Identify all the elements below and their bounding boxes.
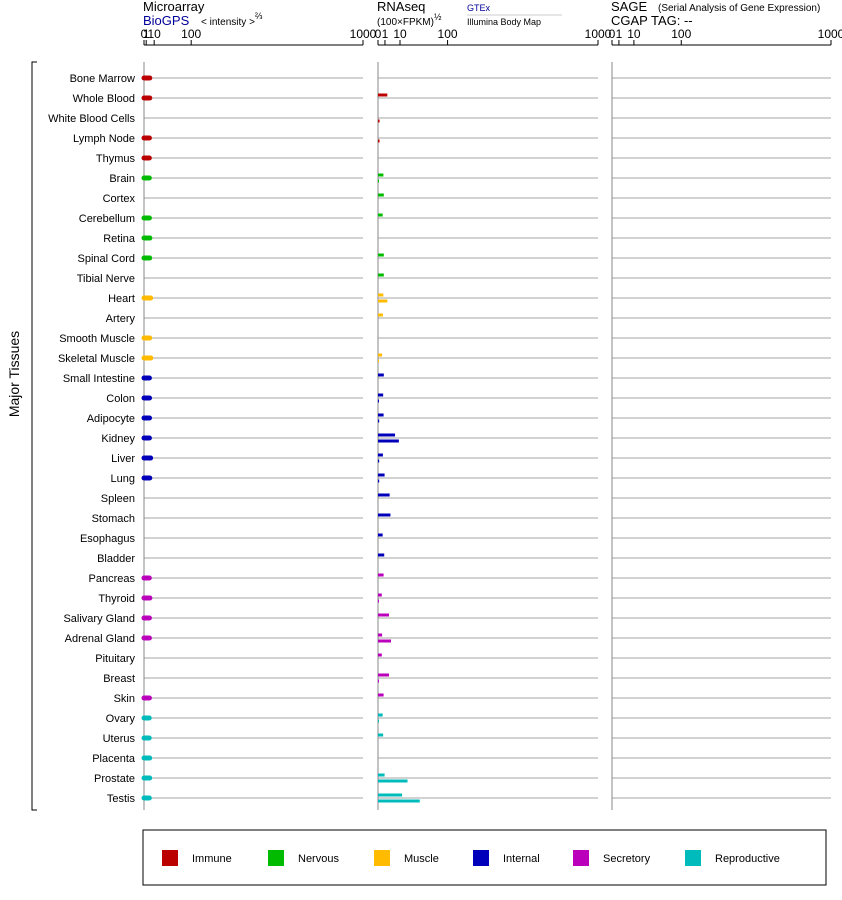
axis-tick-label: 1000: [585, 27, 612, 41]
sage-header: SAGE: [611, 0, 647, 14]
axis-tick-label: 100: [671, 27, 691, 41]
axis-tick-label: 1: [382, 27, 389, 41]
tissue-label: Spleen: [101, 493, 135, 505]
tissue-label: Small Intestine: [63, 373, 135, 385]
rnaseq-exponent: ½: [434, 12, 442, 22]
legend-label: Reproductive: [715, 853, 780, 865]
legend-swatch: [162, 850, 178, 866]
legend-swatch: [473, 850, 489, 866]
cgap-tag-label: CGAP TAG: --: [611, 13, 693, 28]
side-bracket: [31, 61, 37, 811]
axis-tick-label: 100: [438, 27, 458, 41]
tissue-label: Heart: [108, 293, 135, 305]
axis-tick-label: 0: [609, 27, 616, 41]
tissue-label: Cortex: [103, 193, 136, 205]
tissue-label: White Blood Cells: [48, 113, 135, 125]
axis-tick-label: 1: [143, 27, 150, 41]
illumina-label: Illumina Body Map: [467, 17, 541, 27]
tissue-label: Skeletal Muscle: [58, 353, 135, 365]
legend-label: Internal: [503, 853, 540, 865]
legend-swatch: [573, 850, 589, 866]
rnaseq-unit-label: (100×FPKM)½: [377, 12, 442, 28]
major-tissues-label: Major Tissues: [6, 331, 22, 417]
tissue-label: Uterus: [103, 733, 136, 745]
tissue-label: Whole Blood: [73, 93, 135, 105]
tissue-label: Kidney: [101, 433, 135, 445]
tissue-label: Ovary: [106, 713, 136, 725]
gtex-link[interactable]: GTEx: [467, 3, 491, 13]
axis-tick-label: 1: [616, 27, 623, 41]
tissue-label: Retina: [103, 233, 136, 245]
tissue-label: Liver: [111, 453, 135, 465]
rnaseq-unit: (100×FPKM): [377, 17, 434, 28]
axis-tick-label: 10: [627, 27, 641, 41]
tissue-label: Artery: [106, 313, 136, 325]
axis-tick-label: 0: [141, 27, 148, 41]
tissue-label: Esophagus: [80, 533, 136, 545]
microarray-header: Microarray: [143, 0, 205, 14]
legend-label: Immune: [192, 853, 232, 865]
legend-label: Nervous: [298, 853, 339, 865]
axis-tick-label: 0: [375, 27, 382, 41]
biogps-link[interactable]: BioGPS: [143, 13, 190, 28]
intensity-label: < intensity >⅔: [201, 11, 263, 28]
tissue-label: Spinal Cord: [78, 253, 135, 265]
tissue-label: Prostate: [94, 773, 135, 785]
tissue-label: Salivary Gland: [63, 613, 135, 625]
tissue-label: Smooth Muscle: [59, 333, 135, 345]
legend-swatch: [268, 850, 284, 866]
tissue-label: Colon: [106, 393, 135, 405]
tissue-label: Stomach: [92, 513, 135, 525]
rnaseq-header: RNAseq: [377, 0, 425, 14]
axis-tick-label: 1000: [350, 27, 377, 41]
tissue-label: Pituitary: [95, 653, 135, 665]
tissue-label: Bone Marrow: [70, 73, 135, 85]
tissue-label: Thyroid: [98, 593, 135, 605]
tissue-label: Tibial Nerve: [77, 273, 135, 285]
intensity-text: < intensity >: [201, 17, 255, 28]
legend-label: Secretory: [603, 853, 651, 865]
axis-tick-label: 100: [181, 27, 201, 41]
axis-tick-label: 1000: [818, 27, 842, 41]
tissue-label: Bladder: [97, 553, 135, 565]
rows-group: Bone Marrow Whole Blood White Blood Cells L…: [48, 73, 831, 805]
tissue-label: Thymus: [96, 153, 136, 165]
tissue-label: Pancreas: [89, 573, 136, 585]
sage-description: (Serial Analysis of Gene Expression): [658, 3, 820, 14]
tissue-label: Breast: [103, 673, 135, 685]
intensity-exponent: ⅔: [255, 11, 263, 21]
legend-swatch: [685, 850, 701, 866]
tissue-label: Cerebellum: [79, 213, 135, 225]
tissue-label: Adipocyte: [87, 413, 135, 425]
tissue-label: Placenta: [92, 753, 136, 765]
bars-group: [141, 75, 420, 803]
axis-tick-label: 10: [147, 27, 161, 41]
legend: Immune Nervous Muscle Internal Secretory Repr…: [162, 850, 780, 866]
legend-box: [142, 829, 827, 886]
axis-tick-label: 10: [393, 27, 407, 41]
tissue-label: Testis: [107, 793, 136, 805]
tissue-label: Adrenal Gland: [65, 633, 135, 645]
tissue-label: Lung: [111, 473, 135, 485]
legend-swatch: [374, 850, 390, 866]
tissue-label: Brain: [109, 173, 135, 185]
legend-label: Muscle: [404, 853, 439, 865]
tissue-label: Skin: [114, 693, 135, 705]
tissue-label: Lymph Node: [73, 133, 135, 145]
